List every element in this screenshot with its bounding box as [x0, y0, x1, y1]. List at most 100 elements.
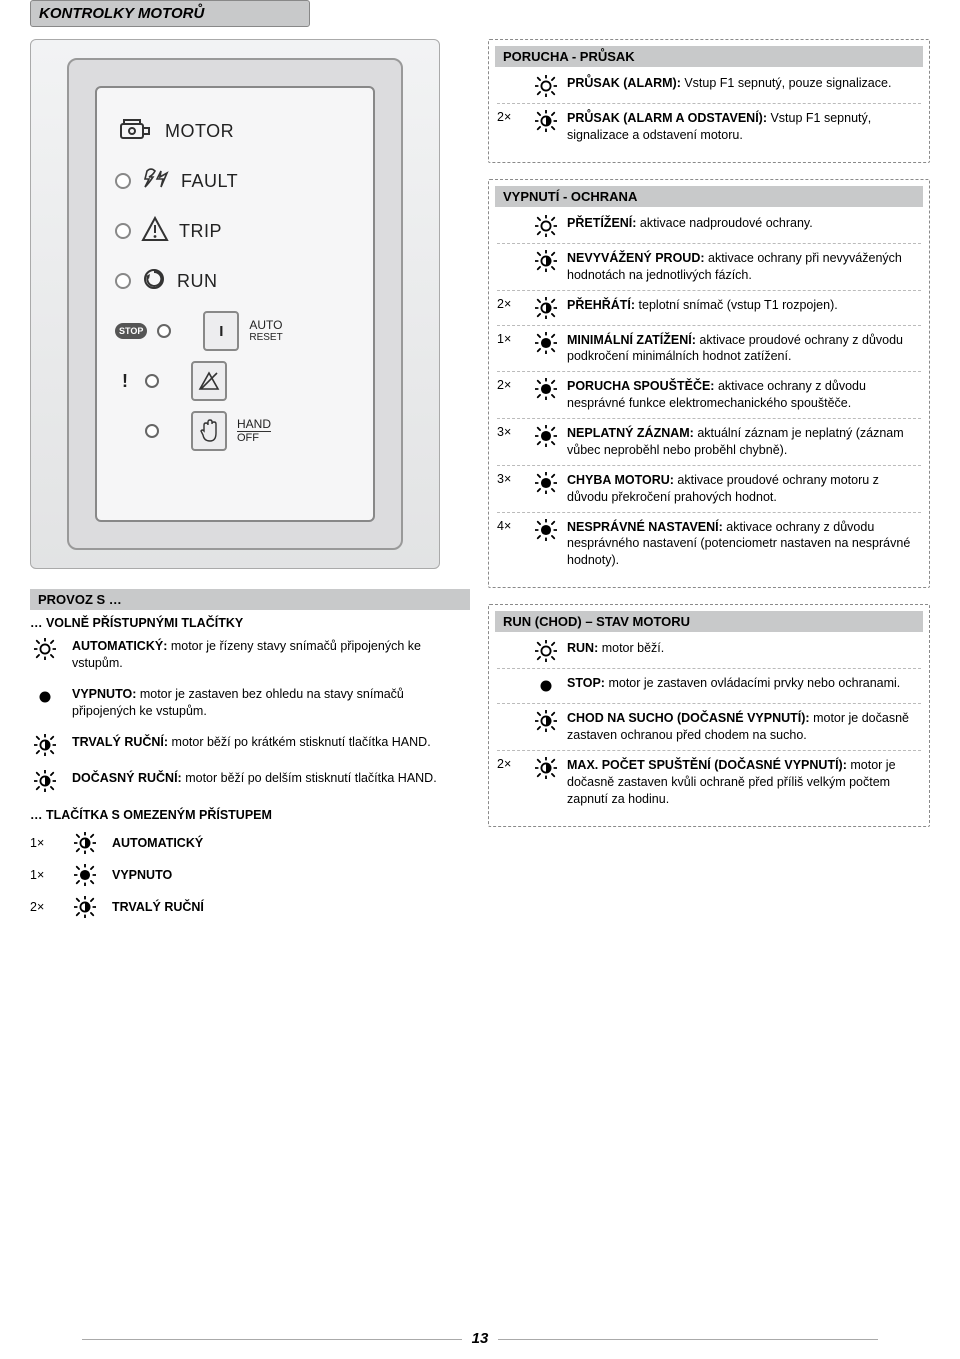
sun-half-icon: [30, 770, 60, 792]
provoz-sub2: … TLAČÍTKA S OMEZENÝM PŘÍSTUPEM: [30, 808, 470, 822]
info-row: 2× MAX. POČET SPUŠTĚNÍ (DOČASNÉ VYPNUTÍ):…: [497, 757, 921, 808]
multiplier: 1×: [30, 868, 58, 882]
restricted-row: 1× VYPNUTO: [30, 864, 470, 886]
run-title: RUN (CHOD) – STAV MOTORU: [495, 611, 923, 632]
info-row: RUN: motor běží.: [497, 640, 921, 669]
run-icon: [141, 266, 167, 296]
panel-label-trip: TRIP: [179, 221, 359, 242]
multiplier: 2×: [30, 900, 58, 914]
multiplier: 2×: [497, 378, 525, 392]
provoz-sub1: … VOLNĚ PŘÍSTUPNÝMI TLAČÍTKY: [30, 616, 470, 630]
led-indicator: [115, 273, 131, 289]
info-text: AUTOMATICKÝ: motor je řízeny stavy sníma…: [72, 638, 470, 672]
multiplier: 4×: [497, 519, 525, 533]
info-text: DOČASNÝ RUČNÍ: motor běží po delším stis…: [72, 770, 470, 787]
info-text: PŘEHŘÁTÍ: teplotní snímač (vstup T1 rozp…: [567, 297, 921, 314]
info-text: NEVYVÁŽENÝ PROUD: aktivace ochrany při n…: [567, 250, 921, 284]
led-indicator: [115, 173, 131, 189]
sun-off-icon: [533, 215, 559, 237]
info-text: TRVALÝ RUČNÍ: motor běží po krátkém stis…: [72, 734, 470, 751]
list-item: DOČASNÝ RUČNÍ: motor běží po delším stis…: [30, 770, 470, 792]
list-item: AUTOMATICKÝ: motor je řízeny stavy sníma…: [30, 638, 470, 672]
panel-label-reset: RESET: [249, 332, 282, 343]
sun-half-icon: [533, 110, 559, 132]
info-row: 1× MINIMÁLNÍ ZATÍŽENÍ: aktivace proudové …: [497, 332, 921, 373]
info-row: PRŮSAK (ALARM): Vstup F1 sepnutý, pouze …: [497, 75, 921, 104]
sun-off-icon: [30, 638, 60, 660]
sun-half-icon: [30, 734, 60, 756]
restricted-row: 2× TRVALÝ RUČNÍ: [30, 896, 470, 918]
page-number: 13: [0, 1330, 960, 1347]
list-item: TRVALÝ RUČNÍ: motor běží po krátkém stis…: [30, 734, 470, 756]
restricted-row: 1× AUTOMATICKÝ: [30, 832, 470, 854]
vypnuti-box: VYPNUTÍ - OCHRANA PŘETÍŽENÍ: aktivace na…: [488, 179, 930, 588]
dot-icon: [533, 675, 559, 697]
sun-half-icon: [72, 896, 98, 918]
led-indicator: [145, 424, 159, 438]
key-hand-button[interactable]: [191, 411, 227, 451]
sun-on-icon: [533, 425, 559, 447]
info-row: 3×NEPLATNÝ ZÁZNAM: aktuální záznam je ne…: [497, 425, 921, 466]
panel-label-auto: AUTO: [249, 319, 282, 332]
trip-icon: [141, 216, 169, 246]
dot-icon: [30, 686, 60, 708]
stop-badge: STOP: [115, 323, 147, 339]
restricted-label: VYPNUTO: [112, 868, 172, 882]
info-text: NEPLATNÝ ZÁZNAM: aktuální záznam je nepl…: [567, 425, 921, 459]
restricted-label: TRVALÝ RUČNÍ: [112, 900, 204, 914]
provoz-title: PROVOZ S …: [30, 589, 470, 610]
led-indicator: [115, 223, 131, 239]
multiplier: 1×: [30, 836, 58, 850]
key-i-button[interactable]: I: [203, 311, 239, 351]
provoz-section: PROVOZ S … … VOLNĚ PŘÍSTUPNÝMI TLAČÍTKY …: [30, 589, 470, 918]
info-row: STOP: motor je zastaven ovládacími prvky…: [497, 675, 921, 704]
porucha-box: PORUCHA - PRŮSAK PRŮSAK (ALARM): Vstup F…: [488, 39, 930, 163]
sun-on-icon: [533, 472, 559, 494]
sun-half-icon: [533, 250, 559, 272]
sun-on-icon: [533, 332, 559, 354]
info-row: 2× PŘEHŘÁTÍ: teplotní snímač (vstup T1 ro…: [497, 297, 921, 326]
fault-icon: [141, 167, 171, 195]
porucha-title: PORUCHA - PRŮSAK: [495, 46, 923, 67]
info-text: VYPNUTO: motor je zastaven bez ohledu na…: [72, 686, 470, 720]
multiplier: 2×: [497, 297, 525, 311]
key-warn-button[interactable]: [191, 361, 227, 401]
info-text: STOP: motor je zastaven ovládacími prvky…: [567, 675, 921, 692]
sun-on-icon: [72, 864, 98, 886]
multiplier: 3×: [497, 472, 525, 486]
info-row: NEVYVÁŽENÝ PROUD: aktivace ochrany při n…: [497, 250, 921, 291]
info-text: MAX. POČET SPUŠTĚNÍ (DOČASNÉ VYPNUTÍ): m…: [567, 757, 921, 808]
run-box: RUN (CHOD) – STAV MOTORU RUN: motor běží…: [488, 604, 930, 826]
control-panel-figure: MOTOR FAULT: [30, 39, 440, 569]
info-text: NESPRÁVNÉ NASTAVENÍ: aktivace ochrany z …: [567, 519, 921, 570]
info-row: CHOD NA SUCHO (DOČASNÉ VYPNUTÍ): motor j…: [497, 710, 921, 751]
info-row: 4× NESPRÁVNÉ NASTAVENÍ: aktivace ochrany …: [497, 519, 921, 570]
led-indicator: [157, 324, 171, 338]
restricted-label: AUTOMATICKÝ: [112, 836, 203, 850]
sun-off-icon: [533, 640, 559, 662]
info-row: 3× CHYBA MOTORU: aktivace proudové ochran…: [497, 472, 921, 513]
multiplier: 2×: [497, 110, 525, 124]
sun-off-icon: [533, 75, 559, 97]
info-text: PORUCHA SPOUŠTĚČE: aktivace ochrany z dů…: [567, 378, 921, 412]
sun-half-icon: [533, 297, 559, 319]
panel-label-off: OFF: [237, 431, 271, 444]
info-text: PŘETÍŽENÍ: aktivace nadproudové ochrany.: [567, 215, 921, 232]
multiplier: 2×: [497, 757, 525, 771]
sun-half-icon: [533, 757, 559, 779]
panel-label-fault: FAULT: [181, 171, 359, 192]
page-title: KONTROLKY MOTORŮ: [30, 0, 310, 27]
led-indicator: [145, 374, 159, 388]
info-text: PRŮSAK (ALARM): Vstup F1 sepnutý, pouze …: [567, 75, 921, 92]
info-text: CHOD NA SUCHO (DOČASNÉ VYPNUTÍ): motor j…: [567, 710, 921, 744]
info-text: MINIMÁLNÍ ZATÍŽENÍ: aktivace proudové oc…: [567, 332, 921, 366]
multiplier: 1×: [497, 332, 525, 346]
panel-label-run: RUN: [177, 271, 359, 292]
info-text: CHYBA MOTORU: aktivace proudové ochrany …: [567, 472, 921, 506]
motor-icon: [115, 116, 155, 146]
sun-half-icon: [72, 832, 98, 854]
info-row: PŘETÍŽENÍ: aktivace nadproudové ochrany.: [497, 215, 921, 244]
info-row: 2× PORUCHA SPOUŠTĚČE: aktivace ochrany z …: [497, 378, 921, 419]
sun-on-icon: [533, 378, 559, 400]
panel-label-hand: HAND: [237, 418, 271, 431]
